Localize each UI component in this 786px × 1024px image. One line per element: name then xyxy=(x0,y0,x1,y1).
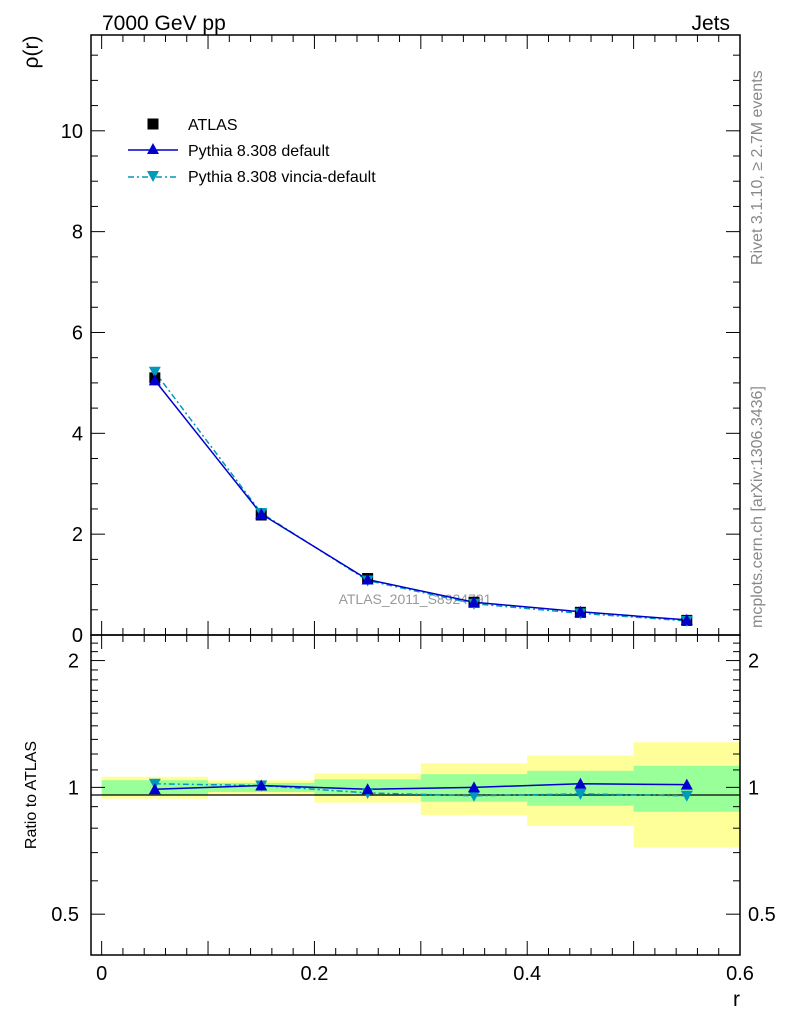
legend-label-atlas: ATLAS xyxy=(188,117,238,134)
ratio-y-tick-label-left: 0.5 xyxy=(51,904,79,926)
ratio-point-default xyxy=(468,781,481,793)
y-tick-label: 2 xyxy=(72,524,83,546)
y-tick-label: 6 xyxy=(72,322,83,344)
x-tick-label: 0.4 xyxy=(513,963,541,985)
ratio-y-tick-label-right: 1 xyxy=(748,777,759,799)
ratio-y-tick-label-left: 2 xyxy=(68,651,79,673)
ratio-frame xyxy=(90,634,741,956)
y-tick-label: 10 xyxy=(61,121,83,143)
series-line-vincia xyxy=(154,371,687,622)
rivet-label: Rivet 3.1.10, ≥ 2.7M events xyxy=(749,70,766,265)
ratio-series xyxy=(148,777,693,802)
ratio-line-default xyxy=(154,783,687,790)
x-tick-label: 0.2 xyxy=(301,963,329,985)
main-ylabel: ρ(r) xyxy=(20,36,43,69)
ratio-xlabel: r xyxy=(733,988,740,1011)
header-right: Jets xyxy=(691,12,730,35)
legend-label-default: Pythia 8.308 default xyxy=(188,143,330,160)
data-point-default xyxy=(148,374,161,386)
legend: ATLAS Pythia 8.308 default Pythia 8.308 … xyxy=(128,117,376,186)
ratio-point-default xyxy=(574,777,587,789)
data-point-default xyxy=(361,573,374,585)
ratio-panel: 0.5 0.5 1 1 2 2 0 0.2 0.4 0.6 Ratio to ATLAS r xyxy=(23,634,776,1011)
ratio-point-default xyxy=(361,783,374,795)
y-tick-label: 8 xyxy=(72,222,83,244)
y-tick-label: 4 xyxy=(72,423,83,445)
series-line-default xyxy=(154,379,687,621)
y-tick-label: 0 xyxy=(72,625,83,647)
ratio-y-tick-label-right: 0.5 xyxy=(748,904,776,926)
data-point-default xyxy=(468,596,481,608)
ratio-point-default xyxy=(680,778,693,790)
ratio-y-tick-label-right: 2 xyxy=(748,651,759,673)
main-series xyxy=(148,366,693,627)
legend-marker-default xyxy=(147,143,159,154)
ratio-point-vincia xyxy=(574,788,587,800)
legend-marker-atlas xyxy=(147,118,159,130)
ratio-axis-ticks: 0.5 0.5 1 1 2 2 0 0.2 0.4 0.6 xyxy=(51,634,776,985)
main-panel: ρ(r) ATLAS_2011_S8924791 0 2 4 6 8 10 xyxy=(20,34,741,647)
legend-label-vincia: Pythia 8.308 vincia-default xyxy=(188,169,376,186)
ratio-point-default xyxy=(255,779,268,791)
ratio-point-default xyxy=(148,783,161,795)
data-point-default xyxy=(255,507,268,519)
data-point-default xyxy=(680,613,693,625)
ratio-y-tick-label-left: 1 xyxy=(68,777,79,799)
ratio-ylabel: Ratio to ATLAS xyxy=(23,741,40,849)
legend-marker-vincia xyxy=(147,171,159,182)
main-axis-ticks: 0 2 4 6 8 10 xyxy=(61,35,741,647)
data-point-vincia xyxy=(148,366,161,378)
ratio-line-vincia xyxy=(154,783,687,797)
ratio-point-vincia xyxy=(468,790,481,802)
watermark: ATLAS_2011_S8924791 xyxy=(339,591,492,607)
mcplots-label: mcplots.cern.ch [arXiv:1306.3436] xyxy=(749,386,766,628)
x-tick-label: 0 xyxy=(96,963,107,985)
header-left: 7000 GeV pp xyxy=(102,12,226,35)
data-point-default xyxy=(574,605,587,617)
x-tick-label: 0.6 xyxy=(726,963,754,985)
ratio-point-vincia xyxy=(680,790,693,802)
